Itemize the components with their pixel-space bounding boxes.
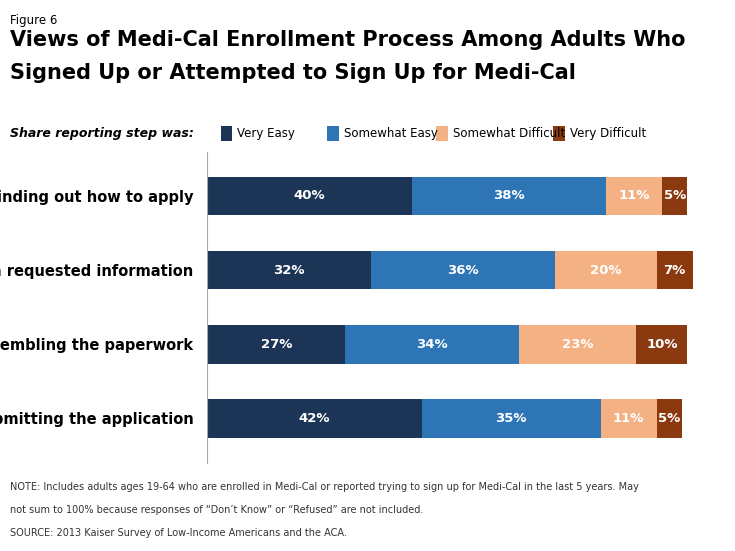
Text: Very Difficult: Very Difficult	[570, 127, 647, 140]
Bar	[657, 251, 692, 289]
Text: 27%: 27%	[260, 338, 292, 351]
Text: 36%: 36%	[447, 263, 478, 277]
Text: 5%: 5%	[664, 190, 686, 203]
Text: Figure 6: Figure 6	[10, 14, 57, 28]
Text: 40%: 40%	[293, 190, 326, 203]
Text: KAISER: KAISER	[625, 490, 679, 503]
Text: 23%: 23%	[562, 338, 593, 351]
Text: 38%: 38%	[493, 190, 525, 203]
Text: 11%: 11%	[613, 412, 645, 425]
Bar	[606, 177, 662, 215]
Bar	[207, 177, 412, 215]
Text: 20%: 20%	[590, 263, 622, 277]
Bar	[207, 399, 422, 437]
Text: Views of Medi-Cal Enrollment Process Among Adults Who: Views of Medi-Cal Enrollment Process Amo…	[10, 30, 686, 50]
Bar	[345, 325, 519, 364]
Text: 32%: 32%	[273, 263, 305, 277]
Text: 7%: 7%	[664, 263, 686, 277]
Bar	[657, 399, 682, 437]
Text: 35%: 35%	[495, 412, 527, 425]
Bar	[637, 325, 687, 364]
Text: Somewhat Difficult: Somewhat Difficult	[453, 127, 565, 140]
Text: 5%: 5%	[659, 412, 681, 425]
Bar	[207, 325, 345, 364]
Bar	[600, 399, 657, 437]
Text: 34%: 34%	[416, 338, 448, 351]
Bar	[422, 399, 600, 437]
Text: 10%: 10%	[646, 338, 678, 351]
Text: Signed Up or Attempted to Sign Up for Medi-Cal: Signed Up or Attempted to Sign Up for Me…	[10, 63, 576, 83]
Text: NOTE: Includes adults ages 19-64 who are enrolled in Medi-Cal or reported trying: NOTE: Includes adults ages 19-64 who are…	[10, 482, 639, 491]
Text: Share reporting step was:: Share reporting step was:	[10, 127, 194, 140]
Bar	[662, 177, 687, 215]
Text: 11%: 11%	[618, 190, 650, 203]
Bar	[207, 251, 370, 289]
Text: FOUNDATION: FOUNDATION	[623, 523, 681, 533]
Bar	[412, 177, 606, 215]
Text: Very Easy: Very Easy	[237, 127, 295, 140]
Text: FAMILY: FAMILY	[626, 506, 678, 519]
Bar	[555, 251, 657, 289]
Bar	[519, 325, 637, 364]
Text: 42%: 42%	[299, 412, 330, 425]
Bar	[370, 251, 555, 289]
Text: Somewhat Easy: Somewhat Easy	[344, 127, 438, 140]
Text: not sum to 100% because responses of “Don’t Know” or “Refused” are not included.: not sum to 100% because responses of “Do…	[10, 505, 423, 515]
Text: THE HENRY J.: THE HENRY J.	[626, 479, 678, 485]
Text: SOURCE: 2013 Kaiser Survey of Low-Income Americans and the ACA.: SOURCE: 2013 Kaiser Survey of Low-Income…	[10, 528, 347, 538]
